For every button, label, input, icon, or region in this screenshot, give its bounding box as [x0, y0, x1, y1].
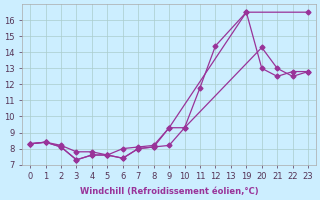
X-axis label: Windchill (Refroidissement éolien,°C): Windchill (Refroidissement éolien,°C) [80, 187, 259, 196]
